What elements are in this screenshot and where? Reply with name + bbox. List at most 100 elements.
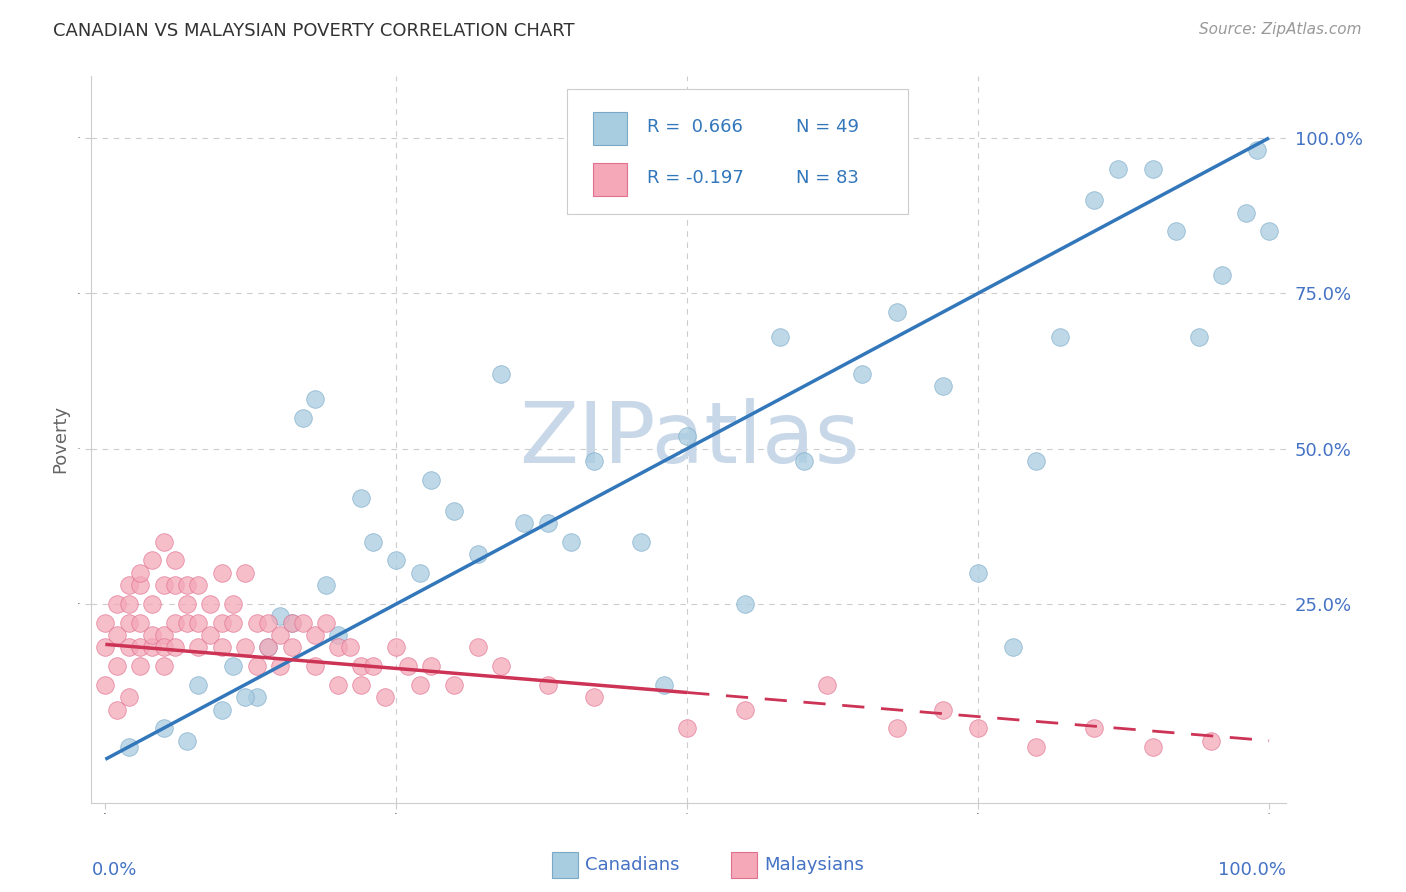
Point [1049,330,1071,344]
Point [489,367,512,381]
Point [385,640,408,655]
Text: CANADIAN VS MALAYSIAN POVERTY CORRELATION CHART: CANADIAN VS MALAYSIAN POVERTY CORRELATIO… [53,22,575,40]
Point [815,678,838,692]
Point [176,578,198,592]
Point [350,678,373,692]
Point [129,640,152,655]
Text: R = -0.197: R = -0.197 [647,169,744,186]
Point [165,553,187,567]
Point [246,659,269,673]
Point [967,721,990,735]
Point [1164,224,1187,238]
FancyBboxPatch shape [593,112,627,145]
Point [1211,268,1233,282]
Point [152,721,174,735]
Point [420,659,443,673]
Point [269,628,291,642]
Point [769,330,792,344]
Point [583,454,606,468]
Text: N = 49: N = 49 [796,118,859,136]
Point [176,597,198,611]
Point [165,640,187,655]
Point [793,454,815,468]
Point [385,553,408,567]
Point [211,566,233,580]
Point [222,615,245,630]
Point [94,640,117,655]
Point [1083,193,1105,207]
Point [1246,144,1268,158]
Point [408,678,430,692]
Point [1234,205,1257,219]
Point [583,690,606,705]
Point [560,534,582,549]
Point [129,615,152,630]
Point [967,566,990,580]
Point [176,615,198,630]
FancyBboxPatch shape [731,852,756,878]
Text: Malaysians: Malaysians [765,855,865,873]
Point [141,553,163,567]
Point [94,678,117,692]
Point [489,659,512,673]
Point [117,597,139,611]
Point [269,659,291,673]
Y-axis label: Poverty: Poverty [52,405,69,474]
Point [652,678,675,692]
Point [1025,739,1047,754]
Point [117,615,139,630]
Point [233,690,256,705]
Point [198,628,221,642]
Point [187,678,209,692]
Point [211,640,233,655]
Point [513,516,536,531]
Point [1188,330,1211,344]
Point [152,640,174,655]
Point [280,640,302,655]
Point [1258,224,1281,238]
Text: ZIPatlas: ZIPatlas [519,398,859,481]
Point [734,703,756,717]
Point [304,628,326,642]
Point [187,578,209,592]
Point [105,628,128,642]
Point [117,690,139,705]
FancyBboxPatch shape [567,89,908,214]
Point [886,305,908,319]
Point [886,721,908,735]
Point [117,640,139,655]
Point [105,703,128,717]
Point [117,578,139,592]
FancyBboxPatch shape [593,163,627,195]
Point [233,640,256,655]
Point [280,615,302,630]
Point [152,659,174,673]
Point [1002,640,1025,655]
Point [269,609,291,624]
Point [152,534,174,549]
Point [1107,161,1129,176]
Point [246,615,269,630]
Point [292,615,315,630]
Point [117,739,139,754]
Point [165,578,187,592]
Text: Canadians: Canadians [585,855,679,873]
Point [1142,161,1164,176]
Point [676,429,699,443]
Point [141,597,163,611]
Point [326,628,349,642]
Point [198,597,221,611]
Point [443,504,465,518]
Point [350,659,373,673]
Point [222,659,245,673]
Point [536,678,558,692]
Point [315,615,337,630]
Text: 0.0%: 0.0% [91,861,136,879]
Point [350,491,373,506]
Point [94,615,117,630]
Point [734,597,756,611]
Text: 100.0%: 100.0% [1219,861,1286,879]
Point [211,615,233,630]
Point [141,640,163,655]
Point [374,690,396,705]
